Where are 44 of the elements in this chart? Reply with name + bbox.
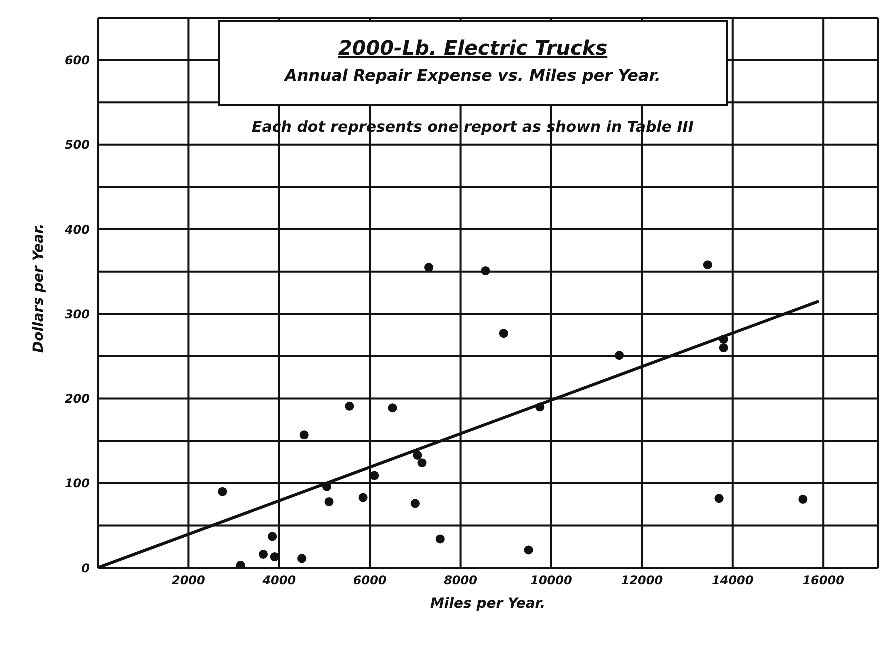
point	[536, 402, 545, 412]
y-tick-label: 0	[82, 561, 90, 576]
x-tick-label: 8000	[444, 574, 478, 588]
point	[615, 351, 624, 360]
point	[524, 546, 534, 555]
point	[719, 343, 728, 353]
point	[324, 497, 334, 507]
x-tick-label: 2000	[172, 574, 206, 588]
point	[345, 402, 354, 411]
point	[358, 493, 368, 502]
y-tick-label: 600	[64, 54, 90, 68]
y-tick-label: 100	[64, 476, 90, 491]
y-tick-label: 500	[64, 138, 90, 152]
point	[300, 430, 309, 440]
point	[218, 487, 228, 496]
point	[499, 329, 508, 338]
x-tick-label: 12000	[621, 574, 664, 588]
y-tick-label: 400	[64, 222, 90, 237]
point	[714, 494, 724, 504]
x-tick-label: 14000	[712, 574, 754, 588]
point	[236, 560, 246, 568]
point	[436, 534, 445, 544]
x-tick-label: 16000	[802, 574, 844, 588]
point	[388, 404, 398, 413]
point	[703, 260, 712, 270]
point	[259, 550, 268, 559]
x-tick-label: 6000	[353, 574, 387, 588]
point	[370, 471, 380, 480]
x-axis-title: Miles per Year.	[430, 596, 546, 612]
point	[410, 499, 420, 508]
point	[719, 335, 728, 344]
point	[481, 266, 490, 276]
y-tick-label: 300	[64, 307, 90, 322]
x-tick-label: 10000	[530, 574, 572, 588]
y-axis-title: Dollars per Year.	[30, 224, 47, 353]
point	[268, 532, 278, 542]
point	[418, 458, 427, 468]
point	[798, 494, 808, 504]
y-tick-label: 200	[64, 392, 90, 406]
title-frame: 2000-Lb. Electric Trucks Annual Repair Expense vs. Miles per Year.	[218, 20, 728, 106]
point	[270, 552, 280, 562]
point	[298, 554, 307, 564]
point	[413, 450, 422, 460]
x-tick-label: 4000	[262, 574, 296, 588]
